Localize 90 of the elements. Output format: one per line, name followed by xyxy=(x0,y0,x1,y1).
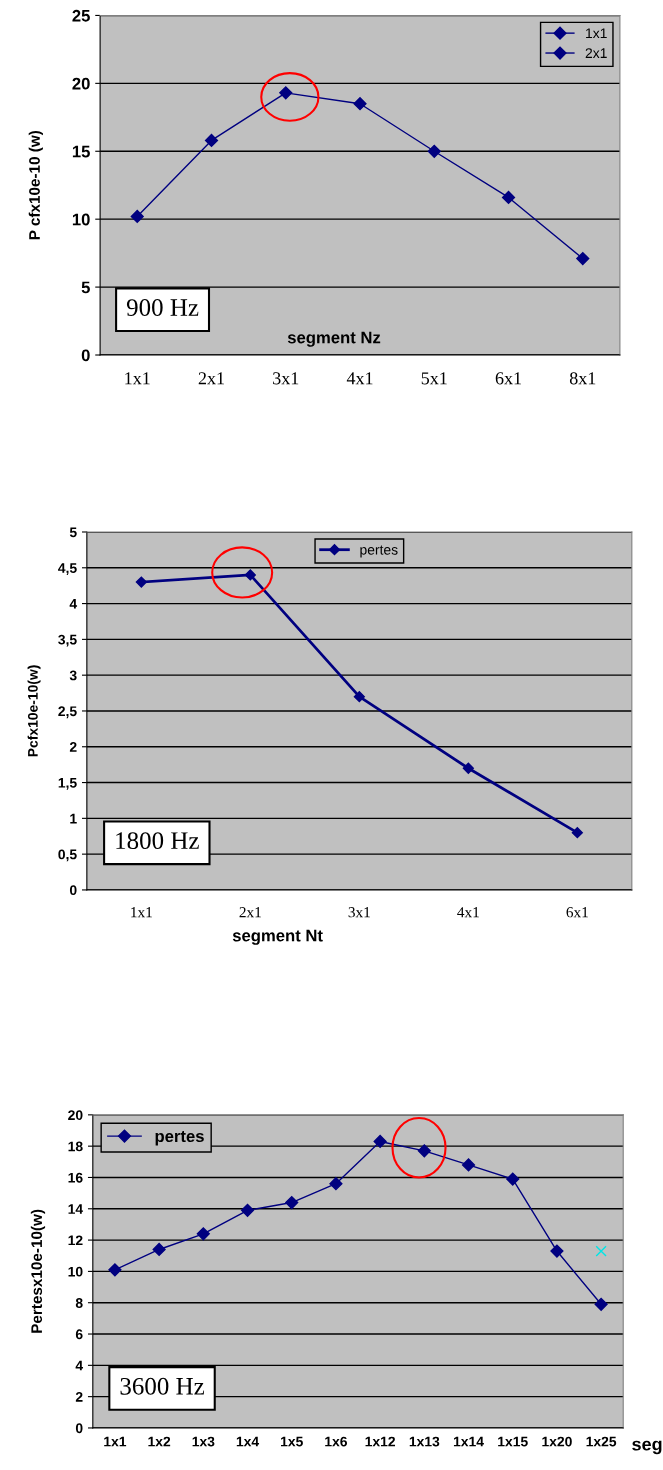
annotation: 1800 Hz xyxy=(116,832,199,850)
y-tick-label: 18 xyxy=(68,1141,83,1152)
x-tick-label: 1x1 xyxy=(104,1436,127,1447)
x-tick-label: 2x1 xyxy=(198,372,224,385)
point xyxy=(196,1227,210,1241)
x-tick-label: 1x15 xyxy=(498,1436,528,1447)
y-tick-label: 6 xyxy=(75,1329,83,1340)
x-tick-label: 1x12 xyxy=(365,1436,396,1447)
x-axis-title: seg xyxy=(632,1440,662,1455)
y-axis-title: Pcfx10e-10(w) xyxy=(27,665,41,757)
x-tick-label: 1x6 xyxy=(325,1436,348,1447)
y-tick-label: 10 xyxy=(68,1266,83,1277)
y-tick-label: 20 xyxy=(72,77,90,90)
y-tick-label: 15 xyxy=(72,145,90,158)
x-tick-label: 8x1 xyxy=(569,372,596,385)
y-axis-title: Pertesx10e-10(w) xyxy=(30,1209,46,1333)
y-tick-label: 0,5 xyxy=(58,849,77,862)
point xyxy=(240,1203,255,1217)
y-tick-label: 8 xyxy=(75,1298,83,1308)
y-tick-label: 5 xyxy=(81,281,90,294)
x-tick-label: 1x13 xyxy=(409,1436,440,1447)
y-tick-label: 16 xyxy=(68,1172,83,1183)
point xyxy=(550,1244,564,1258)
point xyxy=(244,569,256,581)
x-tick-label: 3x1 xyxy=(273,372,299,385)
x-tick-label: 1x14 xyxy=(453,1436,484,1447)
y-tick-label: 2 xyxy=(69,742,77,752)
y-tick-label: 25 xyxy=(72,9,90,22)
y-tick-label: 14 xyxy=(68,1204,84,1214)
point xyxy=(461,1158,476,1172)
y-tick-label: 3,5 xyxy=(58,634,77,647)
y-tick-label: 4 xyxy=(69,599,78,609)
x-tick-label: 1x2 xyxy=(148,1436,171,1447)
point xyxy=(353,97,367,111)
x-tick-label: 5x1 xyxy=(421,372,447,385)
y-tick-label: 0 xyxy=(81,349,90,362)
point xyxy=(285,1195,299,1210)
x-tick-label: 4x1 xyxy=(346,372,373,385)
y-tick-label: 1,5 xyxy=(58,778,77,790)
y-tick-label: 0 xyxy=(69,885,77,896)
x-tick-label: 1x3 xyxy=(192,1436,215,1447)
point xyxy=(576,251,590,266)
x-axis-title: segment Nz xyxy=(287,331,381,347)
annotation: 3600 Hz xyxy=(120,1377,205,1395)
y-tick-label: 3 xyxy=(69,670,77,681)
x-tick-label: 4x1 xyxy=(457,907,479,918)
legend-label: pertes xyxy=(155,1131,204,1146)
x-tick-label: 2x1 xyxy=(239,907,261,918)
y-tick-label: 2,5 xyxy=(58,706,77,719)
point xyxy=(135,576,147,588)
y-tick-label: 1 xyxy=(70,813,77,824)
y-tick-label: 0 xyxy=(75,1423,83,1434)
point xyxy=(501,190,516,205)
point xyxy=(130,209,144,224)
x-tick-label: 1x1 xyxy=(131,907,152,918)
x-tick-label: 1x5 xyxy=(281,1436,303,1447)
y-tick-label: 12 xyxy=(68,1235,83,1246)
legend-label: 1x1 xyxy=(586,28,607,38)
point xyxy=(108,1263,122,1277)
legend-label: 2x1 xyxy=(585,48,607,58)
point xyxy=(204,133,219,147)
x-tick-label: 1x1 xyxy=(125,372,150,385)
point xyxy=(595,1245,607,1257)
x-tick-label: 1x25 xyxy=(586,1436,617,1447)
x-axis-title: segment Nt xyxy=(232,929,323,945)
point xyxy=(427,144,441,158)
point xyxy=(571,827,583,839)
point xyxy=(417,1144,431,1158)
point xyxy=(594,1297,608,1311)
y-tick-label: 4 xyxy=(75,1360,84,1371)
y-tick-label: 10 xyxy=(72,213,90,226)
y-tick-label: 20 xyxy=(68,1110,83,1121)
y-tick-label: 4,5 xyxy=(58,563,77,575)
annotation: 900 Hz xyxy=(126,299,199,316)
point xyxy=(506,1172,520,1186)
point xyxy=(462,762,474,774)
x-tick-label: 1x4 xyxy=(236,1436,260,1447)
x-tick-label: 1x20 xyxy=(542,1436,572,1447)
point xyxy=(373,1134,387,1149)
point xyxy=(279,86,293,100)
y-tick-label: 5 xyxy=(69,527,77,538)
legend-label: pertes xyxy=(360,545,398,558)
y-tick-label: 2 xyxy=(75,1391,83,1402)
x-tick-label: 6x1 xyxy=(495,372,521,385)
y-axis-title: P cfx10e-10 (w) xyxy=(28,130,43,240)
x-tick-label: 3x1 xyxy=(348,907,370,918)
point xyxy=(329,1177,343,1191)
x-tick-label: 6x1 xyxy=(566,907,588,918)
point xyxy=(152,1242,166,1257)
point xyxy=(353,691,365,703)
